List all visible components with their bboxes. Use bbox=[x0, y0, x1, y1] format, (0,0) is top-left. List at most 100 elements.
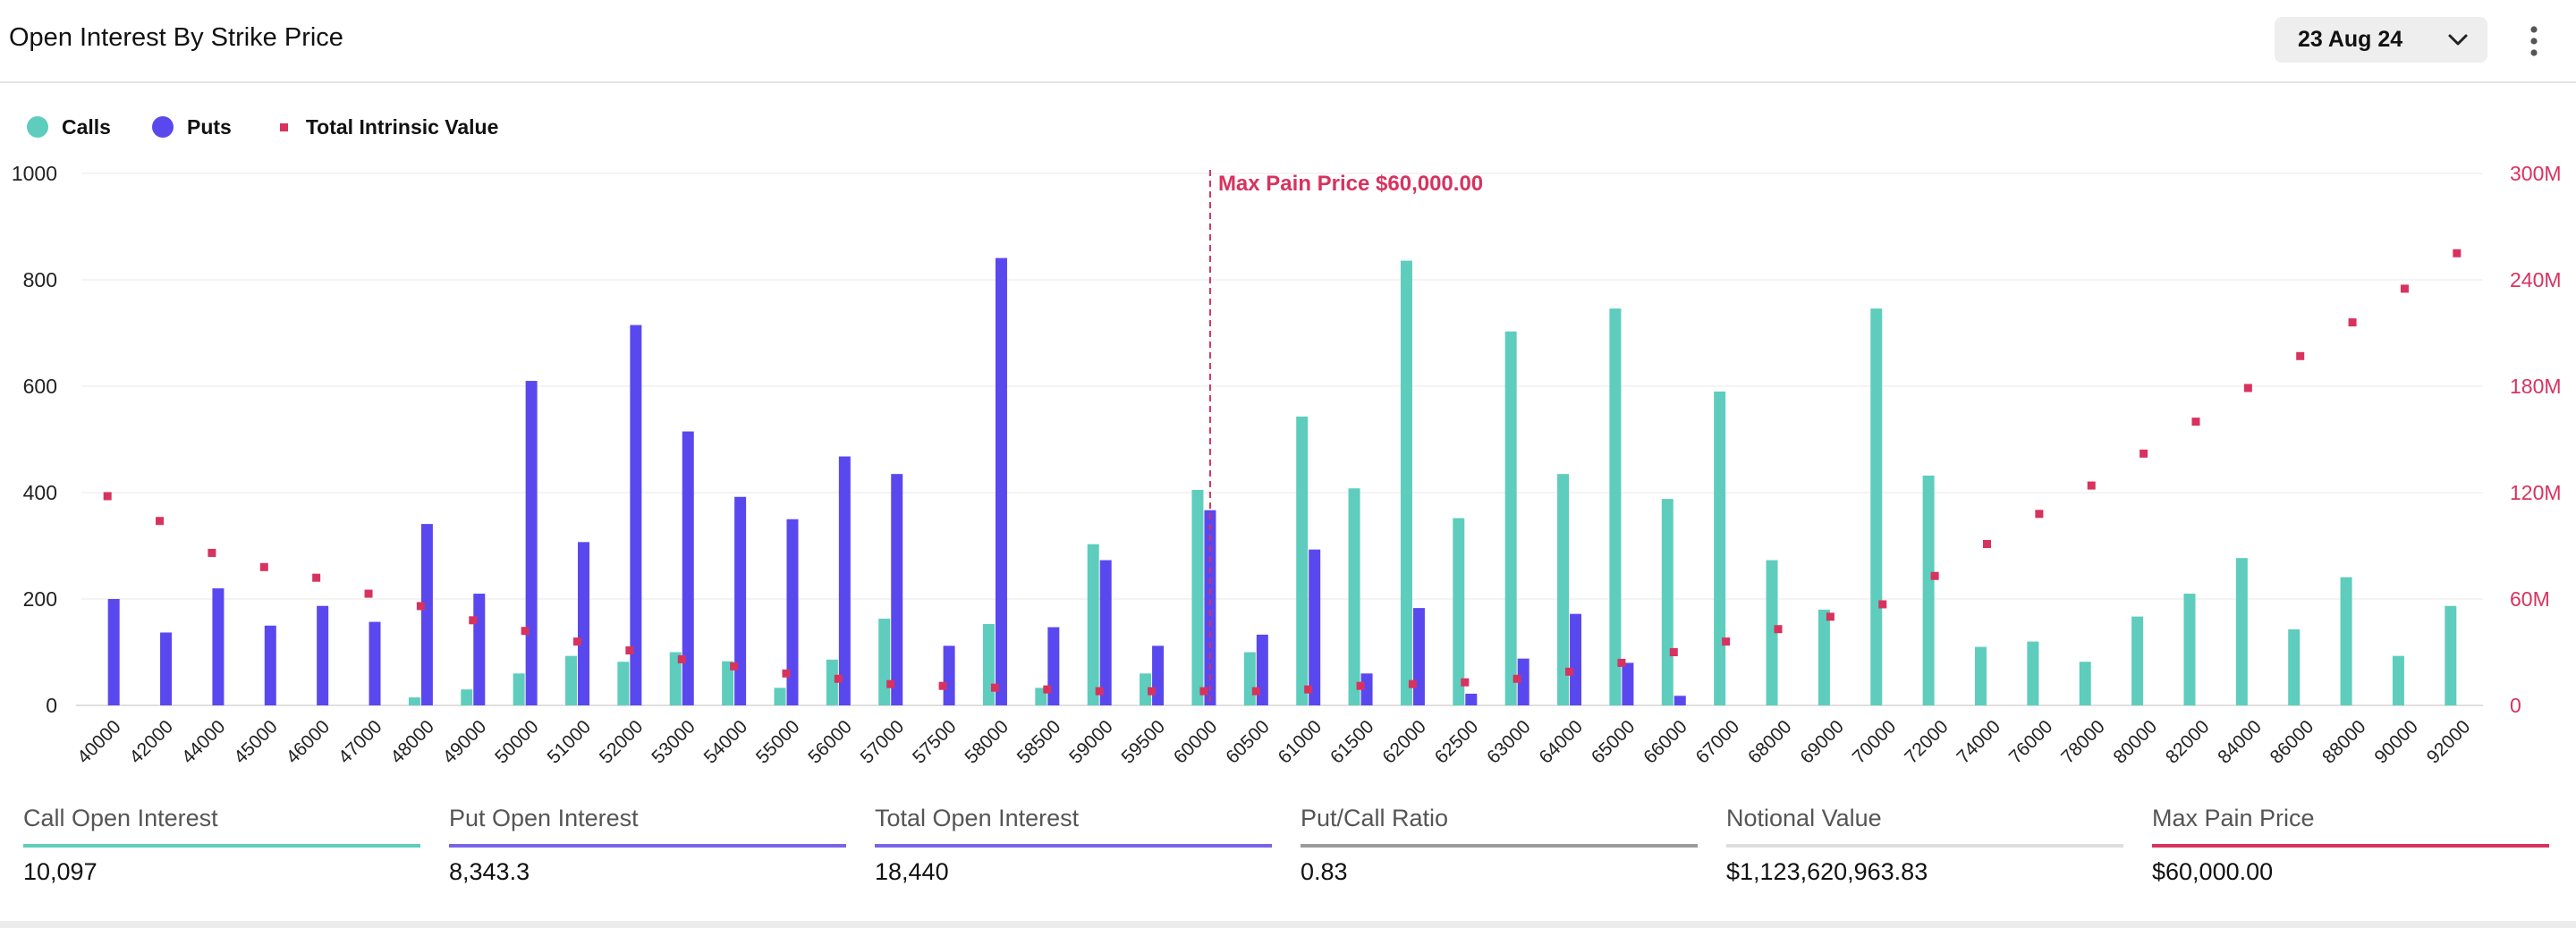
put-bar-62000 bbox=[1412, 608, 1425, 705]
y-left-tick-label: 1000 bbox=[12, 162, 57, 185]
stat-underline bbox=[1301, 844, 1698, 848]
stat-value: 0.83 bbox=[1301, 858, 1348, 885]
x-tick-label: 78000 bbox=[2057, 716, 2109, 768]
call-bar-72000 bbox=[1922, 475, 1935, 705]
intrinsic-value-point-69000 bbox=[1826, 612, 1835, 621]
y-axis-left: 0 200 400 600 800 1000 bbox=[12, 162, 57, 717]
call-bar-56000 bbox=[826, 659, 838, 705]
legend-item-puts[interactable]: Puts bbox=[151, 115, 232, 139]
expiry-date-value: 23 Aug 24 bbox=[2298, 27, 2403, 52]
call-bar-86000 bbox=[2288, 629, 2301, 705]
call-bar-57000 bbox=[878, 619, 891, 705]
put-bar-47000 bbox=[369, 621, 381, 705]
x-tick-label: 48000 bbox=[386, 716, 438, 768]
put-bar-54000 bbox=[734, 496, 747, 705]
call-bar-62000 bbox=[1400, 260, 1412, 705]
call-bar-55000 bbox=[774, 688, 786, 705]
call-bar-59500 bbox=[1140, 673, 1152, 705]
stat-label: Put Open Interest bbox=[449, 805, 639, 831]
call-bar-67000 bbox=[1714, 391, 1726, 705]
intrinsic-value-point-70000 bbox=[1878, 600, 1887, 609]
call-bar-74000 bbox=[1974, 646, 1987, 705]
call-bar-88000 bbox=[2340, 577, 2352, 705]
put-bar-58000 bbox=[995, 257, 1007, 705]
expiry-date-select[interactable]: 23 Aug 24 bbox=[2275, 17, 2487, 63]
call-bar-69000 bbox=[1818, 609, 1830, 705]
put-bar-46000 bbox=[317, 605, 329, 705]
intrinsic-value-point-82000 bbox=[2191, 418, 2200, 426]
stat-underline bbox=[2152, 844, 2549, 848]
intrinsic-value-point-67000 bbox=[1722, 637, 1731, 646]
x-tick-label: 65000 bbox=[1588, 716, 1640, 768]
call-bar-50000 bbox=[513, 673, 525, 705]
x-axis: 40000 42000 44000 45000 46000 47000 48000 49000… bbox=[73, 716, 2474, 768]
stat-value: $60,000.00 bbox=[2152, 858, 2274, 885]
call-bar-59000 bbox=[1087, 544, 1099, 705]
intrinsic-value-point-86000 bbox=[2296, 351, 2305, 360]
x-tick-label: 56000 bbox=[804, 716, 856, 768]
intrinsic-value-point-42000 bbox=[156, 517, 165, 526]
x-tick-label: 58500 bbox=[1013, 716, 1065, 768]
call-bar-84000 bbox=[2235, 558, 2248, 705]
stat-max-pain-price: Max Pain Price $60,000.00 bbox=[2152, 803, 2549, 901]
chart-bars bbox=[107, 257, 2457, 705]
page-title: Open Interest By Strike Price bbox=[9, 23, 343, 52]
x-tick-label: 44000 bbox=[178, 716, 230, 768]
put-bar-53000 bbox=[682, 431, 694, 705]
call-bar-92000 bbox=[2445, 605, 2457, 705]
call-bar-82000 bbox=[2183, 594, 2196, 705]
y-right-tick-label: 240M bbox=[2510, 268, 2562, 291]
x-tick-label: 53000 bbox=[648, 716, 699, 768]
intrinsic-value-point-57500 bbox=[938, 681, 947, 690]
x-tick-label: 45000 bbox=[230, 716, 282, 768]
calls-legend-marker bbox=[27, 116, 48, 138]
stat-value: 18,440 bbox=[875, 858, 949, 885]
intrinsic-value-point-80000 bbox=[2140, 449, 2148, 458]
y-left-tick-label: 800 bbox=[23, 268, 57, 291]
put-bar-49000 bbox=[473, 594, 486, 705]
put-bar-42000 bbox=[160, 632, 173, 705]
stat-label: Call Open Interest bbox=[23, 805, 218, 831]
x-tick-label: 66000 bbox=[1640, 716, 1691, 768]
put-bar-52000 bbox=[630, 325, 642, 705]
intrinsic-value-point-90000 bbox=[2400, 284, 2409, 293]
x-tick-label: 88000 bbox=[2318, 716, 2370, 768]
legend-item-total-intrinsic-value[interactable]: Total Intrinsic Value bbox=[273, 114, 499, 139]
stat-value: $1,123,620,963.83 bbox=[1726, 858, 1928, 885]
y-right-tick-label: 120M bbox=[2510, 481, 2562, 504]
puts-legend-marker bbox=[151, 116, 174, 138]
x-tick-label: 70000 bbox=[1849, 716, 1901, 768]
card-bottom-edge bbox=[0, 921, 2576, 928]
max-pain-label: Max Pain Price $60,000.00 bbox=[1218, 172, 1483, 196]
y-right-tick-label: 60M bbox=[2510, 587, 2550, 611]
intrinsic-value-point-62000 bbox=[1408, 679, 1417, 688]
call-bar-64000 bbox=[1557, 474, 1570, 705]
put-bar-55000 bbox=[786, 519, 799, 705]
intrinsic-value-point-54000 bbox=[730, 662, 739, 671]
x-tick-label: 76000 bbox=[2005, 716, 2057, 768]
x-tick-label: 61500 bbox=[1326, 716, 1378, 768]
call-bar-54000 bbox=[722, 661, 734, 705]
intrinsic-value-point-64000 bbox=[1565, 667, 1574, 676]
x-tick-label: 61000 bbox=[1275, 716, 1326, 768]
stat-underline bbox=[23, 844, 420, 848]
put-bar-66000 bbox=[1674, 696, 1686, 705]
chart-legend: Calls Puts Total Intrinsic Value bbox=[27, 114, 539, 140]
max-pain-annotation: Max Pain Price $60,000.00 bbox=[1208, 170, 1483, 705]
put-bar-65000 bbox=[1622, 662, 1634, 705]
put-bar-63000 bbox=[1517, 658, 1530, 705]
x-tick-label: 72000 bbox=[1901, 716, 1953, 768]
y-left-tick-label: 200 bbox=[23, 587, 57, 611]
put-bar-59000 bbox=[1099, 560, 1112, 705]
intrinsic-value-point-65000 bbox=[1617, 658, 1626, 667]
put-bar-51000 bbox=[578, 542, 590, 705]
call-bar-49000 bbox=[461, 689, 473, 705]
legend-item-calls[interactable]: Calls bbox=[27, 115, 111, 139]
intrinsic-value-point-58000 bbox=[990, 683, 999, 692]
x-tick-label: 63000 bbox=[1483, 716, 1535, 768]
x-tick-label: 80000 bbox=[2110, 716, 2162, 768]
legend-label-total-intrinsic-value: Total Intrinsic Value bbox=[305, 114, 499, 139]
y-axis-right: 0 60M 120M 180M 240M 300M bbox=[2510, 162, 2562, 717]
stat-underline bbox=[1726, 844, 2123, 848]
more-vertical-icon[interactable] bbox=[2521, 23, 2547, 59]
